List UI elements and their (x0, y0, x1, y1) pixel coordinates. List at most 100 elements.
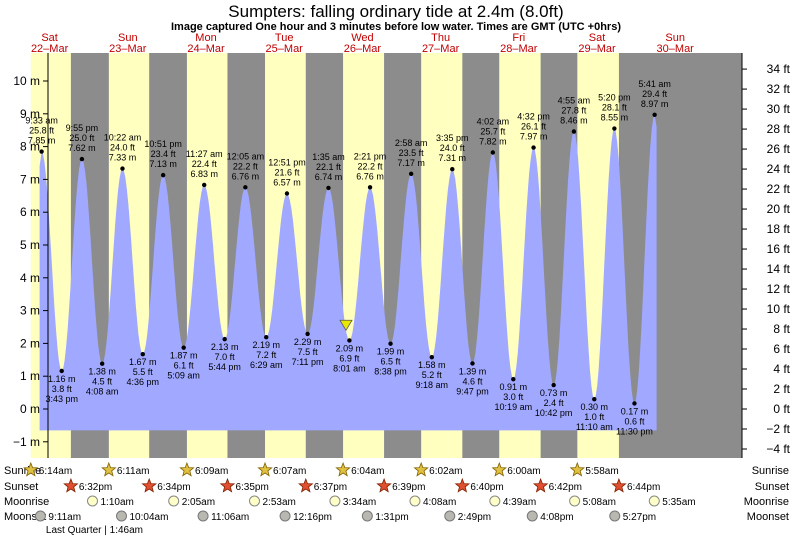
low-tide-height-ft: 6.5 ft (381, 357, 402, 367)
day-date: 27–Mar (422, 43, 460, 55)
right-tick-label: 18 ft (767, 222, 791, 236)
moonset-time: 1:31pm (375, 512, 408, 523)
sunset-icon (376, 477, 392, 493)
high-tide-time: 4:55 am (558, 96, 591, 106)
moonset-time: 5:27pm (623, 512, 656, 523)
right-tick-label: 30 ft (767, 102, 791, 116)
sunset-time: 6:39pm (392, 482, 425, 493)
high-tide-time: 12:51 pm (268, 158, 306, 168)
right-tick-label: 6 ft (773, 342, 790, 356)
moonrise-time: 4:39am (503, 497, 536, 508)
low-tide-height-m: 0.91 m (500, 382, 528, 392)
low-tide-height-m: 2.29 m (294, 337, 322, 347)
low-tide-point (222, 336, 227, 342)
sunrise-row-label-left: Sunrise (4, 465, 41, 477)
high-tide-height-ft: 22.2 ft (358, 161, 384, 171)
low-tide-height-ft: 7.5 ft (298, 347, 319, 357)
sunrise-time: 6:04am (351, 466, 384, 477)
high-tide-height-m: 8.97 m (641, 99, 669, 109)
low-tide-point (470, 361, 475, 366)
low-tide-height-ft: 7.2 ft (256, 350, 277, 360)
moonset-icon (526, 510, 538, 522)
high-tide-time: 3:35 pm (436, 133, 469, 143)
moonset-time: 12:16pm (293, 512, 332, 523)
moonset-icon (609, 510, 621, 522)
sunset-time: 6:32pm (79, 482, 112, 493)
moonrise-time: 1:10am (101, 497, 134, 508)
low-tide-height-ft: 5.2 ft (422, 370, 443, 380)
high-tide-point (652, 112, 657, 117)
sunset-time: 6:44pm (627, 482, 660, 493)
left-tick-label: 7 m (20, 172, 40, 186)
day-weekday: Fri (512, 32, 525, 44)
low-tide-height-ft: 4.5 ft (92, 377, 113, 387)
high-tide-height-m: 7.62 m (68, 143, 96, 153)
low-tide-height-ft: 1.0 ft (584, 412, 605, 422)
moonset-icon (197, 510, 209, 522)
high-tide-point (39, 149, 44, 154)
sunrise-icon (413, 461, 429, 477)
high-tide-time: 4:32 pm (517, 112, 550, 122)
right-tick-label: 12 ft (767, 282, 791, 296)
high-tide-height-ft: 22.4 ft (192, 159, 218, 169)
moonset-icon (361, 510, 373, 522)
day-weekday: Tue (275, 32, 294, 44)
low-tide-time: 4:36 pm (127, 377, 160, 387)
low-tide-height-ft: 3.8 ft (52, 384, 73, 394)
low-tide-height-m: 1.58 m (418, 360, 446, 370)
moonrise-icon (409, 495, 421, 507)
moonset-icon (279, 510, 291, 522)
low-tide-time: 5:09 am (167, 371, 200, 381)
right-tick-label: 22 ft (767, 182, 791, 196)
high-tide-height-ft: 29.4 ft (642, 89, 668, 99)
high-tide-height-ft: 26.1 ft (521, 122, 547, 132)
high-tide-point (243, 185, 248, 190)
low-tide-height-ft: 3.0 ft (503, 392, 524, 402)
sunset-time: 6:37pm (314, 482, 347, 493)
low-tide-height-ft: 6.1 ft (174, 361, 195, 371)
high-tide-point (79, 156, 85, 162)
high-tide-height-m: 7.31 m (439, 153, 467, 163)
sunrise-icon (491, 461, 507, 477)
moon-phase-label: Last Quarter | 1:46am (46, 525, 143, 536)
low-tide-height-m: 1.16 m (48, 374, 76, 384)
moonset-time: 2:49pm (458, 512, 491, 523)
moonset-icon (444, 510, 456, 522)
right-tick-label: 4 ft (773, 362, 790, 376)
high-tide-point (571, 129, 577, 134)
right-tick-label: 14 ft (767, 262, 791, 276)
right-tick-label: 8 ft (773, 322, 790, 336)
high-tide-height-m: 8.55 m (601, 113, 629, 123)
chart-subtitle: Image captured One hour and 3 minutes be… (171, 21, 621, 33)
low-tide-point (99, 361, 105, 366)
high-tide-height-m: 7.13 m (149, 159, 177, 169)
low-tide-time: 5:44 pm (208, 362, 241, 372)
moonset-time: 9:11am (48, 512, 81, 523)
high-tide-height-m: 7.33 m (109, 153, 137, 163)
right-tick-label: 28 ft (767, 122, 791, 136)
chart-title: Sumpters: falling ordinary tide at 2.4m … (228, 2, 563, 21)
left-tick-label: −1 m (13, 435, 40, 449)
moonset-icon (34, 510, 46, 522)
low-tide-height-m: 0.30 m (581, 402, 609, 412)
high-tide-point (326, 185, 331, 191)
sunrise-icon (569, 461, 586, 477)
left-tick-label: 4 m (20, 271, 40, 285)
sunset-icon (141, 477, 157, 493)
sunset-time: 6:34pm (157, 482, 190, 493)
low-tide-height-m: 1.87 m (170, 351, 198, 361)
high-tide-time: 2:58 am (395, 138, 428, 148)
low-tide-time: 10:42 pm (535, 408, 573, 418)
moonrise-icon (329, 495, 341, 507)
low-tide-time: 4:08 am (86, 387, 119, 397)
moonrise-row-label-left: Moonrise (4, 496, 49, 508)
high-tide-time: 9:33 am (25, 116, 58, 126)
right-tick-label: −2 ft (766, 422, 790, 436)
right-tick-label: 16 ft (767, 242, 791, 256)
sunrise-icon (23, 461, 39, 477)
sunset-icon (611, 477, 627, 493)
low-tide-time: 8:38 pm (374, 367, 407, 377)
low-tide-height-m: 0.73 m (540, 388, 568, 398)
low-tide-time: 7:11 pm (292, 357, 324, 367)
